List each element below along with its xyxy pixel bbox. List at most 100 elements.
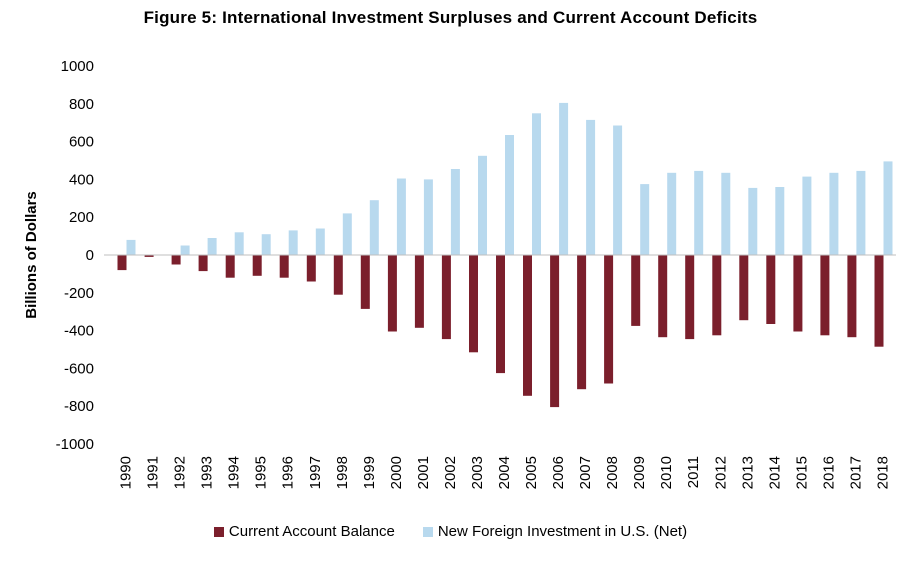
chart-title: Figure 5: International Investment Surpl… bbox=[143, 8, 758, 27]
bar-current-account-2017 bbox=[847, 255, 857, 338]
legend-swatch-foreign-investment bbox=[422, 526, 433, 537]
bar-current-account-1991 bbox=[144, 255, 154, 257]
x-tick-label: 2000 bbox=[388, 456, 405, 489]
legend-label-foreign-investment: New Foreign Investment in U.S. (Net) bbox=[437, 523, 688, 540]
bar-current-account-2016 bbox=[820, 255, 830, 336]
bar-foreign-investment-2014 bbox=[775, 187, 785, 255]
x-tick-label: 2011 bbox=[685, 456, 702, 488]
bar-foreign-investment-2005 bbox=[532, 113, 541, 256]
bar-foreign-investment-2008 bbox=[613, 125, 623, 255]
y-tick-label: -800 bbox=[64, 398, 94, 415]
x-tick-label: 2008 bbox=[604, 456, 621, 489]
bar-foreign-investment-2013 bbox=[748, 187, 758, 255]
bar-foreign-investment-2015 bbox=[802, 176, 812, 255]
y-tick-label: 1000 bbox=[61, 58, 94, 75]
x-tick-label: 1998 bbox=[334, 456, 351, 489]
y-tick-label: 200 bbox=[69, 209, 94, 226]
bar-foreign-investment-2002 bbox=[450, 169, 460, 255]
bar-foreign-investment-2011 bbox=[694, 170, 704, 255]
bar-current-account-1990 bbox=[117, 255, 127, 271]
bar-current-account-2008 bbox=[604, 255, 614, 384]
bar-foreign-investment-1994 bbox=[234, 232, 244, 255]
legend-label-current-account: Current Account Balance bbox=[228, 523, 395, 540]
bar-current-account-2014 bbox=[766, 255, 776, 324]
x-tick-label: 1994 bbox=[226, 456, 243, 489]
bar-current-account-2010 bbox=[658, 255, 668, 338]
bar-current-account-2004 bbox=[496, 255, 505, 374]
y-tick-label: 0 bbox=[86, 247, 94, 264]
bar-current-account-1994 bbox=[225, 255, 235, 278]
bar-current-account-1999 bbox=[360, 255, 370, 309]
x-tick-label: 2017 bbox=[847, 456, 864, 489]
bar-current-account-2013 bbox=[739, 255, 749, 321]
x-tick-label: 2016 bbox=[820, 456, 837, 489]
bar-foreign-investment-1999 bbox=[369, 200, 379, 255]
chart-bars bbox=[117, 102, 893, 408]
bar-foreign-investment-2016 bbox=[829, 172, 839, 255]
x-tick-label: 1992 bbox=[172, 456, 189, 489]
x-tick-label: 1990 bbox=[118, 456, 135, 489]
bar-current-account-2011 bbox=[685, 255, 695, 340]
bar-current-account-1998 bbox=[333, 255, 343, 295]
legend: Current Account Balance New Foreign Inve… bbox=[0, 523, 901, 540]
x-tick-label: 1995 bbox=[253, 456, 270, 489]
x-tick-label: 2012 bbox=[712, 456, 729, 489]
y-tick-label: -1000 bbox=[56, 436, 94, 453]
bar-current-account-2018 bbox=[874, 255, 884, 347]
x-tick-label: 2004 bbox=[496, 456, 513, 489]
bar-foreign-investment-1996 bbox=[288, 230, 298, 255]
x-tick-label: 2003 bbox=[469, 456, 486, 489]
bar-foreign-investment-2018 bbox=[883, 161, 893, 255]
legend-item-foreign-investment: New Foreign Investment in U.S. (Net) bbox=[422, 523, 688, 540]
x-tick-label: 2013 bbox=[739, 456, 756, 489]
y-axis-title: Billions of Dollars bbox=[23, 191, 40, 319]
x-tick-label: 1993 bbox=[199, 456, 216, 489]
bar-current-account-1996 bbox=[279, 255, 289, 278]
bar-foreign-investment-1990 bbox=[126, 239, 136, 255]
x-axis-tick-labels: 1990 1991 1992 1993 1994 1995 1996 1997 1998 1999… bbox=[118, 456, 892, 489]
bar-current-account-1993 bbox=[198, 255, 208, 272]
legend-item-current-account: Current Account Balance bbox=[213, 523, 395, 540]
bar-current-account-2009 bbox=[631, 255, 641, 326]
x-tick-label: 2014 bbox=[766, 456, 783, 489]
x-tick-label: 2018 bbox=[875, 456, 892, 489]
y-tick-label: 600 bbox=[69, 134, 94, 151]
x-tick-label: 2015 bbox=[793, 456, 810, 489]
bar-current-account-2001 bbox=[414, 255, 424, 328]
x-tick-label: 2010 bbox=[658, 456, 675, 489]
bar-current-account-2012 bbox=[712, 255, 722, 336]
bar-foreign-investment-2000 bbox=[396, 178, 406, 255]
bar-foreign-investment-2012 bbox=[721, 172, 731, 255]
bar-foreign-investment-1993 bbox=[207, 238, 217, 255]
x-tick-label: 2007 bbox=[577, 456, 594, 489]
x-tick-label: 2009 bbox=[631, 456, 648, 489]
x-tick-label: 2005 bbox=[523, 456, 540, 489]
bar-current-account-2006 bbox=[550, 255, 560, 408]
y-tick-label: -200 bbox=[64, 285, 94, 302]
y-tick-label: -600 bbox=[64, 360, 94, 377]
bar-foreign-investment-1998 bbox=[342, 213, 352, 255]
bar-foreign-investment-2007 bbox=[586, 119, 596, 256]
x-tick-label: 2001 bbox=[415, 456, 432, 489]
y-tick-label: -400 bbox=[64, 323, 94, 340]
bar-current-account-2015 bbox=[793, 255, 803, 332]
bar-current-account-2000 bbox=[387, 255, 397, 332]
x-tick-label: 1999 bbox=[361, 456, 378, 489]
bar-foreign-investment-2017 bbox=[856, 170, 866, 255]
bar-current-account-1997 bbox=[306, 255, 316, 282]
bar-current-account-2007 bbox=[577, 255, 587, 390]
bar-foreign-investment-1992 bbox=[180, 245, 190, 255]
x-tick-label: 1991 bbox=[145, 456, 162, 489]
bar-foreign-investment-2001 bbox=[423, 179, 433, 255]
bar-current-account-2005 bbox=[523, 255, 532, 396]
y-tick-label: 400 bbox=[69, 171, 94, 188]
legend-swatch-current-account bbox=[213, 526, 224, 537]
x-tick-label: 2006 bbox=[550, 456, 567, 489]
x-tick-label: 2002 bbox=[442, 456, 459, 489]
bar-foreign-investment-2006 bbox=[559, 102, 569, 256]
bar-foreign-investment-2010 bbox=[667, 172, 677, 255]
bar-current-account-2002 bbox=[441, 255, 451, 340]
bar-foreign-investment-2003 bbox=[478, 155, 487, 255]
x-tick-label: 1997 bbox=[307, 456, 324, 489]
bar-current-account-1995 bbox=[252, 255, 262, 276]
